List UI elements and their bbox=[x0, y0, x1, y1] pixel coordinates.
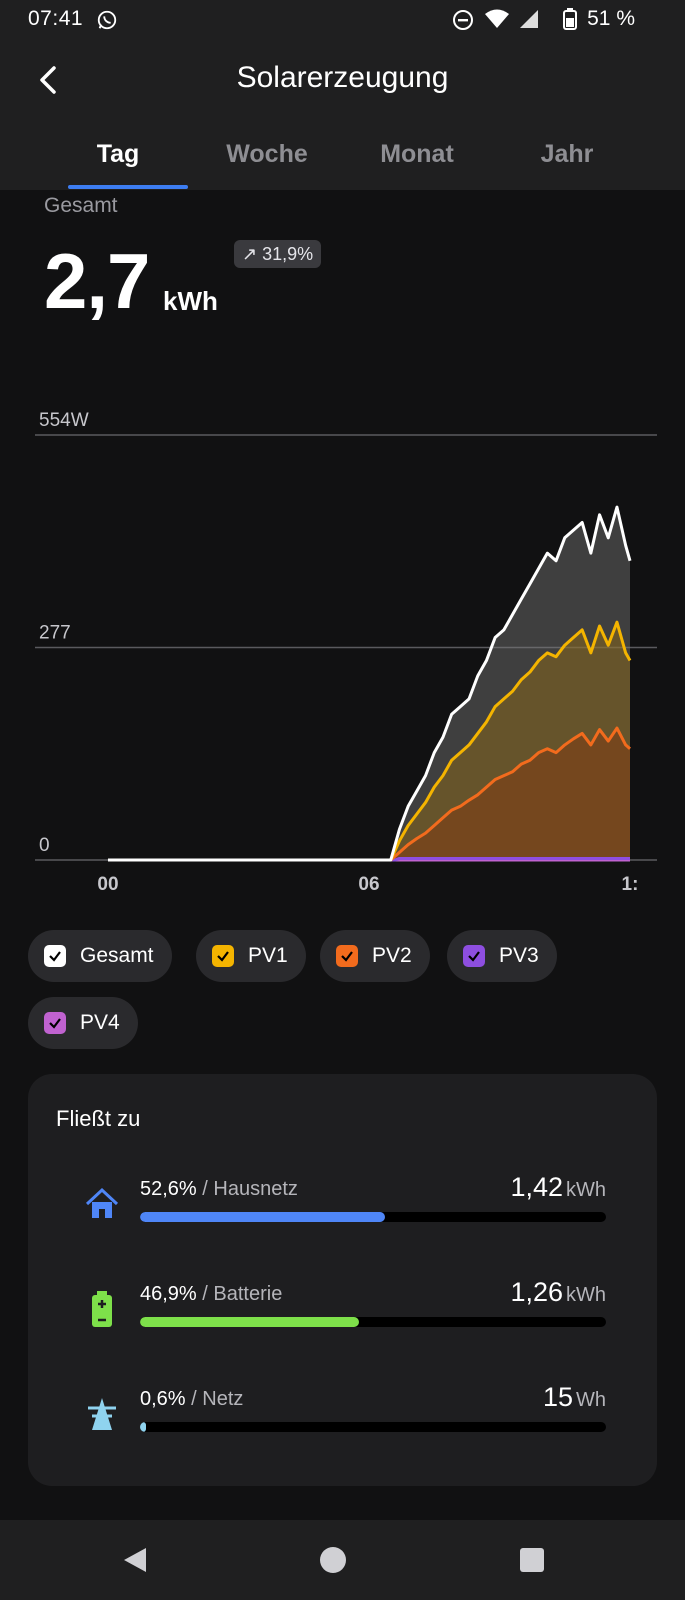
arrow-up-right-icon: ↗ bbox=[242, 244, 258, 264]
checkbox-icon bbox=[336, 945, 358, 967]
tab-month[interactable]: Monat bbox=[380, 140, 454, 168]
y-tick-label: 277 bbox=[39, 623, 71, 644]
checkbox-icon bbox=[44, 1012, 66, 1034]
square-recents-icon bbox=[520, 1548, 544, 1572]
legend-label: PV1 bbox=[248, 944, 288, 967]
flow-bar-fill bbox=[140, 1212, 386, 1222]
flow-row-batterie: 46,9% / Batterie 1,26 kWh bbox=[84, 1277, 606, 1343]
flow-label: / Netz bbox=[185, 1388, 244, 1410]
legend-pv3[interactable]: PV3 bbox=[447, 930, 557, 982]
circle-home-icon bbox=[320, 1547, 346, 1573]
change-badge: ↗ 31,9% bbox=[234, 240, 322, 268]
flow-bar bbox=[140, 1422, 606, 1432]
flow-percent: 0,6% bbox=[140, 1388, 186, 1410]
checkbox-icon bbox=[463, 945, 485, 967]
checkbox-icon bbox=[212, 945, 234, 967]
flow-bar-fill bbox=[140, 1422, 147, 1432]
battery-percent: 51 % bbox=[587, 7, 635, 30]
total-value: 2,7 bbox=[44, 237, 150, 325]
triangle-back-icon bbox=[124, 1548, 146, 1572]
flow-unit: Wh bbox=[576, 1389, 606, 1411]
flow-card bbox=[28, 1074, 657, 1486]
flow-value: 15 bbox=[542, 1382, 573, 1412]
series-line-gesamt bbox=[108, 505, 632, 862]
tab-week[interactable]: Woche bbox=[226, 140, 308, 168]
legend-label: Gesamt bbox=[80, 944, 154, 967]
total-label: Gesamt bbox=[44, 194, 118, 217]
change-value: 31,9% bbox=[262, 244, 314, 264]
flow-bar bbox=[140, 1317, 606, 1327]
tab-indicator bbox=[68, 185, 188, 189]
grid-tower-icon bbox=[84, 1394, 120, 1434]
whatsapp-icon bbox=[96, 9, 118, 31]
legend-label: PV4 bbox=[80, 1011, 120, 1034]
flow-label: / Hausnetz bbox=[196, 1178, 298, 1200]
flow-unit: kWh bbox=[566, 1284, 606, 1306]
legend-gesamt[interactable]: Gesamt bbox=[28, 930, 172, 982]
page-title: Solarerzeugung bbox=[236, 61, 449, 94]
nav-back-button[interactable] bbox=[120, 1546, 148, 1579]
back-button[interactable] bbox=[30, 60, 70, 100]
series-line-pv1 bbox=[108, 620, 632, 862]
flow-bar-fill bbox=[140, 1317, 359, 1327]
flow-value: 1,42 bbox=[510, 1172, 563, 1202]
flow-row-netz: 0,6% / Netz 15 Wh bbox=[84, 1382, 606, 1448]
chevron-left-icon bbox=[40, 66, 56, 94]
total-unit: kWh bbox=[163, 286, 218, 316]
flow-bar bbox=[140, 1212, 606, 1222]
tab-year[interactable]: Jahr bbox=[540, 140, 594, 168]
flow-row-hausnetz: 52,6% / Hausnetz 1,42 kWh bbox=[84, 1172, 606, 1238]
legend-label: PV3 bbox=[499, 944, 539, 967]
flow-label: / Batterie bbox=[196, 1283, 283, 1305]
legend-pv4[interactable]: PV4 bbox=[28, 997, 138, 1049]
signal-icon bbox=[518, 8, 540, 35]
x-tick-label: 06 bbox=[358, 874, 379, 895]
x-tick-label: 1: bbox=[622, 874, 639, 895]
legend-label: PV2 bbox=[372, 944, 412, 967]
flow-percent: 52,6% bbox=[140, 1178, 197, 1200]
flow-value: 1,26 bbox=[510, 1277, 563, 1307]
battery-icon bbox=[84, 1289, 120, 1329]
series-area-pv2 bbox=[108, 728, 630, 860]
checkbox-icon bbox=[44, 945, 66, 967]
flow-card-title: Fließt zu bbox=[56, 1106, 141, 1131]
dnd-icon bbox=[452, 9, 474, 36]
tab-day[interactable]: Tag bbox=[96, 140, 140, 168]
wifi-icon bbox=[484, 8, 510, 35]
flow-unit: kWh bbox=[566, 1179, 606, 1201]
series-line-pv2 bbox=[108, 726, 631, 862]
nav-home-button[interactable] bbox=[319, 1546, 347, 1579]
x-tick-label: 00 bbox=[97, 874, 118, 895]
flow-percent: 46,9% bbox=[140, 1283, 197, 1305]
app-bar bbox=[0, 40, 685, 190]
legend-pv1[interactable]: PV1 bbox=[196, 930, 306, 982]
nav-recents-button[interactable] bbox=[519, 1547, 545, 1578]
status-time: 07:41 bbox=[28, 7, 84, 30]
legend-pv2[interactable]: PV2 bbox=[320, 930, 430, 982]
house-icon bbox=[84, 1184, 120, 1224]
battery-status-icon bbox=[563, 8, 577, 35]
y-tick-label: 0 bbox=[39, 835, 50, 856]
y-tick-label: 554W bbox=[39, 410, 89, 431]
series-area-gesamt bbox=[108, 507, 630, 860]
